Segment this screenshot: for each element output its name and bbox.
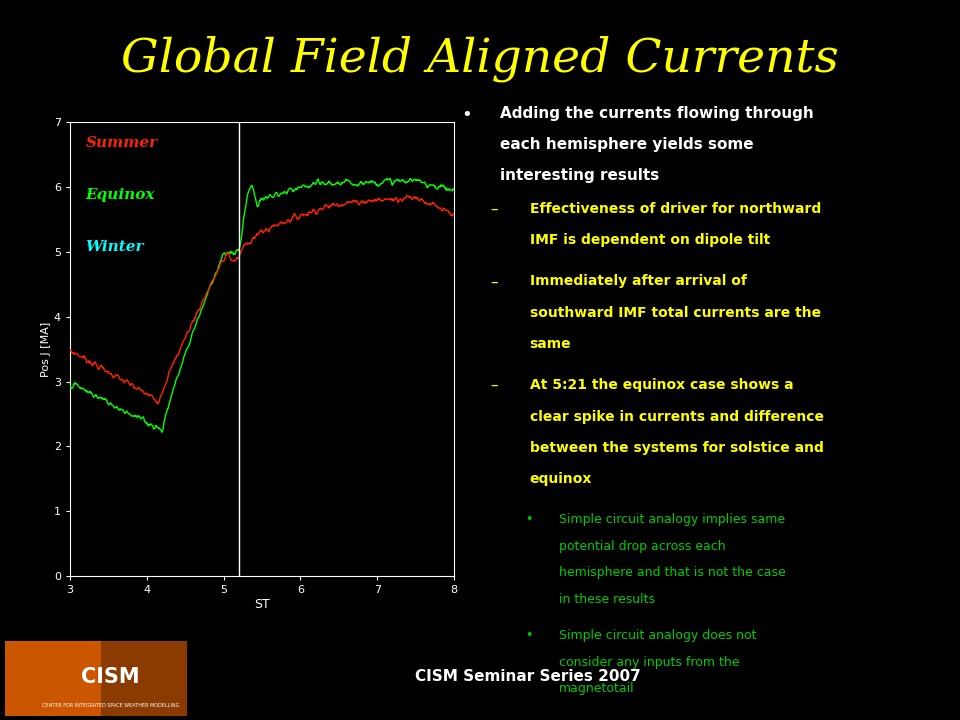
- Text: equinox: equinox: [530, 472, 592, 486]
- Text: •: •: [524, 629, 532, 642]
- Text: between the systems for solstice and: between the systems for solstice and: [530, 441, 824, 455]
- Text: clear spike in currents and difference: clear spike in currents and difference: [530, 410, 824, 423]
- Text: Global Field Aligned Currents: Global Field Aligned Currents: [121, 35, 839, 82]
- Text: southward IMF total currents are the: southward IMF total currents are the: [530, 306, 821, 320]
- Text: At 5:21 the equinox case shows a: At 5:21 the equinox case shows a: [530, 378, 793, 392]
- Text: IMF is dependent on dipole tilt: IMF is dependent on dipole tilt: [530, 233, 770, 248]
- X-axis label: ST: ST: [254, 598, 270, 611]
- Text: consider any inputs from the: consider any inputs from the: [559, 655, 739, 669]
- Bar: [5, 642, 187, 716]
- Text: •: •: [461, 106, 471, 124]
- Text: Simple circuit analogy does not: Simple circuit analogy does not: [559, 629, 756, 642]
- Text: interesting results: interesting results: [500, 168, 660, 184]
- Text: CISM: CISM: [81, 667, 140, 687]
- Text: –: –: [491, 274, 498, 289]
- Text: Winter: Winter: [85, 240, 144, 254]
- Text: hemisphere and that is not the case: hemisphere and that is not the case: [559, 567, 785, 580]
- Text: potential drop across each: potential drop across each: [559, 540, 726, 553]
- Text: CISM Seminar Series 2007: CISM Seminar Series 2007: [415, 670, 641, 685]
- Text: same: same: [530, 337, 571, 351]
- Text: CENTER FOR INTEGRATED SPACE WEATHER MODELLING: CENTER FOR INTEGRATED SPACE WEATHER MODE…: [41, 703, 180, 708]
- Text: Equinox: Equinox: [85, 188, 155, 202]
- Text: each hemisphere yields some: each hemisphere yields some: [500, 137, 754, 152]
- Text: Adding the currents flowing through: Adding the currents flowing through: [500, 106, 814, 121]
- Text: Summer: Summer: [85, 136, 157, 150]
- Text: –: –: [491, 202, 498, 217]
- Text: –: –: [491, 378, 498, 393]
- Bar: [5, 642, 101, 716]
- Text: Effectiveness of driver for northward: Effectiveness of driver for northward: [530, 202, 821, 216]
- Text: Simple circuit analogy implies same: Simple circuit analogy implies same: [559, 513, 785, 526]
- Text: •: •: [524, 513, 532, 526]
- Text: magnetotail: magnetotail: [559, 682, 635, 695]
- Text: in these results: in these results: [559, 593, 655, 606]
- Text: Immediately after arrival of: Immediately after arrival of: [530, 274, 747, 289]
- Y-axis label: Pos J [MA]: Pos J [MA]: [41, 322, 51, 377]
